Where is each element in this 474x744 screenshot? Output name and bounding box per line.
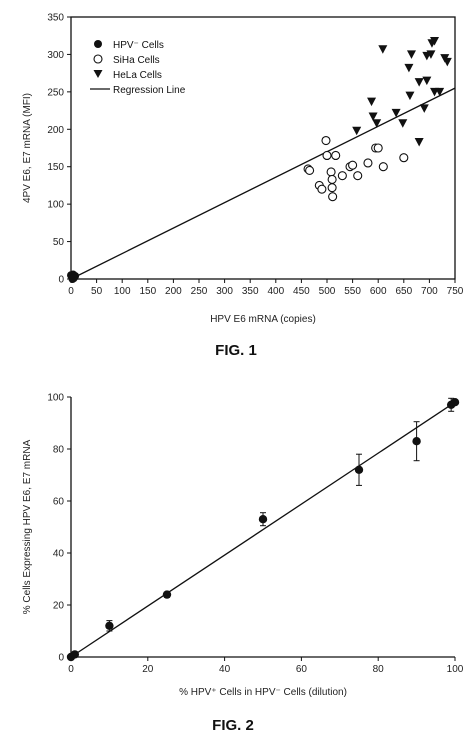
fig1-point-hela [419,104,429,113]
fig1-x-tick-label: 750 [447,286,464,297]
fig1-point-hela [414,138,424,147]
fig1-x-tick-label: 200 [165,286,182,297]
legend-marker-hpv-neg [94,40,102,48]
fig1-point-siha [378,162,388,172]
fig1-x-tick-label: 500 [319,286,336,297]
fig1-point-siha [317,184,327,194]
fig1-point-hela [406,50,416,59]
fig1-x-tick-label: 400 [267,286,284,297]
fig1-x-tick-label: 300 [216,286,233,297]
legend-label-regression: Regression Line [113,85,186,96]
fig1-point-hela [372,119,382,128]
fig1-point-hela [426,50,436,59]
fig1-point-siha [348,160,358,170]
fig1-y-tick-label: 350 [47,13,64,24]
fig2-x-tick-label: 100 [447,664,464,675]
fig2-x-tick-label: 20 [142,664,154,675]
fig1-x-tick-label: 150 [139,286,156,297]
fig1-point-hela [442,57,452,67]
fig1-x-tick-label: 550 [344,286,361,297]
fig1-x-tick-label: 0 [68,286,74,297]
fig1-y-tick-label: 100 [47,200,64,211]
fig2-chart: 0 20 40 60 80 100 0 20 40 60 80 100 % HPV⁺ Cells i… [22,393,464,735]
fig1-regression-line [70,87,456,280]
fig1-point-hpv-neg [69,274,78,283]
fig1-point-hela [404,63,414,73]
fig1-x-tick-label: 350 [242,286,259,297]
fig1-point-hela [435,87,445,97]
fig2-y-tick-label: 80 [53,445,65,456]
fig2-y-axis-label: % Cells Expressing HPV E6, E7 mRNA [22,439,33,614]
fig1-point-siha [305,165,315,176]
fig1-point-hela [398,119,408,128]
fig2-point [70,650,80,659]
fig1-point-siha [373,143,383,153]
fig2-y-tick-label: 20 [53,601,65,612]
fig1-y-tick-label: 50 [53,237,65,248]
fig1-point-hela [422,76,432,86]
fig1-point-siha [328,192,338,202]
fig1-y-tick-label: 0 [58,275,64,286]
fig1-y-tick-label: 200 [47,125,64,136]
fig2-x-axis-label: % HPV⁺ Cells in HPV⁻ Cells (dilution) [179,687,347,698]
fig1-point-hela [430,36,440,46]
legend-marker-hela [93,70,103,78]
fig1-point-siha [353,171,363,181]
fig2-x-tick-label: 40 [219,664,231,675]
fig1-x-tick-label: 100 [114,286,131,297]
fig1-x-tick-label: 650 [395,286,412,297]
fig2-y-tick-label: 0 [58,653,64,664]
fig1-point-siha [321,135,331,146]
fig1-point-hela [391,108,401,118]
fig1-point-hela [405,91,415,101]
legend-label-hela: HeLa Cells [113,70,162,81]
fig1-x-tick-label: 700 [421,286,438,297]
fig1-x-tick-label: 600 [370,286,387,297]
fig1-x-axis-label: HPV E6 mRNA (copies) [210,314,316,325]
fig2-y-tick-label: 40 [53,549,65,560]
fig2-x-tick-label: 80 [373,664,385,675]
fig1-point-hela [352,126,362,136]
fig1-point-siha [363,158,373,168]
fig2-caption: FIG. 2 [212,717,254,734]
fig2-point [162,590,172,599]
fig1-y-axis-label: 4PV E6, E7 mRNA (MFI) [22,93,33,203]
fig1-point-siha [327,183,337,193]
fig1-point-siha [331,150,341,161]
fig1-point-hela [414,78,424,87]
fig1-point-hela [378,45,388,54]
fig2-y-tick-label: 100 [47,393,64,404]
fig1-chart: 0 50 100 150 200 250 300 350 400 450 500 550 600 650 7… [22,13,464,360]
fig2-point [450,398,460,407]
fig1-point-siha [327,174,337,184]
fig2-point [258,515,268,524]
fig2-point [354,465,364,474]
fig2-y-tick-label: 60 [53,497,65,508]
fig1-y-tick-label: 150 [47,162,64,173]
legend-marker-siha [93,54,103,64]
fig1-point-siha [326,167,336,177]
fig2-x-tick-label: 60 [296,664,308,675]
fig1-caption: FIG. 1 [215,342,257,359]
fig2-point [412,437,421,446]
fig1-point-siha [322,150,332,161]
fig1-point-hela [368,112,378,122]
fig1-y-tick-label: 300 [47,50,64,61]
fig1-x-tick-label: 250 [191,286,208,297]
fig1-point-hela [367,97,377,107]
fig1-point-siha [337,171,347,181]
fig2-x-tick-label: 0 [68,664,74,675]
fig2-fit-line [70,401,456,658]
fig1-y-tick-label: 250 [47,87,64,98]
legend-label-hpv-neg: HPV⁻ Cells [113,40,164,51]
fig1-plot-frame [70,16,456,280]
legend-label-siha: SiHa Cells [113,55,160,66]
fig1-x-tick-label: 450 [293,286,310,297]
fig1-legend: HPV⁻ Cells SiHa Cells HeLa Cells Regress… [90,40,186,96]
fig1-point-siha [399,153,409,163]
fig1-x-tick-label: 50 [91,286,103,297]
fig2-point [105,621,114,630]
